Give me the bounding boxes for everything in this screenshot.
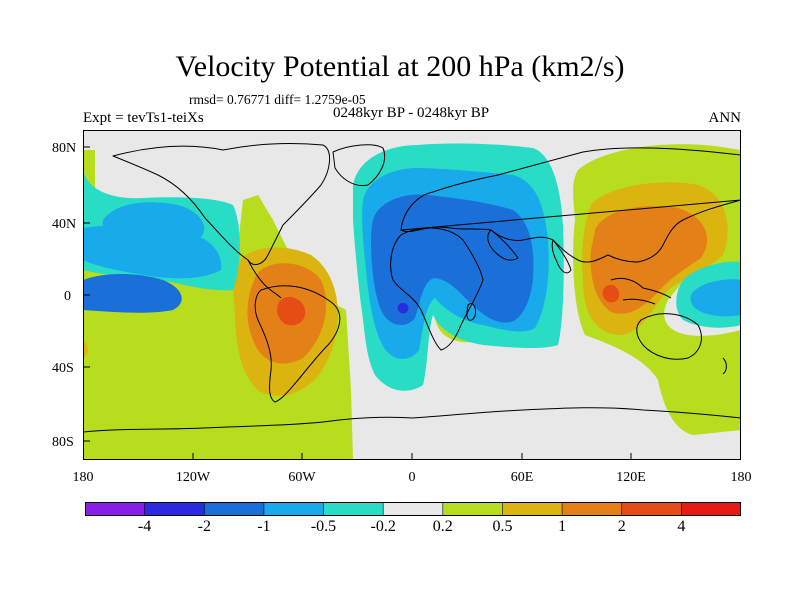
coast-antarctica [83, 407, 741, 433]
lon-label-60w: 60W [288, 470, 316, 485]
lat-label-40n: 40N [52, 217, 77, 232]
colorbar-label: -0.2 [370, 518, 396, 535]
colorbar-label: 0.2 [432, 518, 453, 535]
colorbar-swatch [681, 502, 741, 516]
lon-label-0: 0 [408, 470, 416, 485]
lon-label-180e: 180 [730, 470, 752, 485]
season-label: ANN [708, 110, 742, 126]
lon-label-120w: 120W [175, 470, 211, 485]
lat-label-80n: 80N [52, 141, 77, 156]
colorbar-swatch [203, 502, 265, 516]
coast-south-america [254, 285, 341, 403]
contour-pos-strong-pacific [590, 206, 708, 314]
period-label: 0248kyr BP - 0248kyr BP [332, 105, 490, 121]
coast-australia [636, 313, 702, 360]
coast-africa [390, 227, 484, 351]
colorbar-label: 2 [617, 518, 626, 535]
colorbar-swatch [502, 502, 563, 516]
colorbar-label: 1 [558, 518, 567, 535]
lon-label-60e: 60E [510, 470, 534, 485]
diff-value: diff= 1.2759e-05 [274, 92, 366, 107]
lat-label-80s: 80S [52, 435, 74, 450]
map-title: Velocity Potential at 200 hPa (km2/s) [175, 50, 625, 83]
lon-label-120e: 120E [616, 470, 646, 485]
lat-label-eq: 0 [64, 289, 71, 304]
colorbar-label: -4 [137, 518, 152, 535]
coastline-layer [83, 143, 741, 433]
colorbar-label: 0.5 [492, 518, 513, 535]
coast-north-america [112, 143, 330, 266]
contour-pos-core-samerica [277, 296, 306, 326]
colorbar-label: -0.5 [310, 518, 337, 535]
contour-neg-strong-africa [371, 194, 534, 325]
coast-new-zealand [722, 357, 727, 375]
colorbar-swatch [561, 502, 623, 516]
colorbar-swatch [382, 502, 444, 516]
contour-pos-mid-edge [83, 340, 88, 358]
stats-line: rmsd= 0.76771 diff= 1.2759e-05 [189, 92, 366, 108]
contour-neg-core-africa [397, 303, 409, 314]
colorbar-swatch [621, 502, 683, 516]
colorbar-swatch [442, 502, 504, 516]
colorbar-swatch [144, 502, 206, 516]
coast-greenland [332, 144, 386, 187]
colorbar [85, 502, 741, 516]
contour-neg-mid-dateline [690, 279, 741, 317]
coast-madagascar [466, 302, 476, 321]
colorbar-label: -1 [257, 518, 271, 535]
rmsd-value: rmsd= 0.76771 [189, 92, 271, 107]
coast-eurasia [400, 147, 741, 263]
contour-neg-strong-epacific [83, 274, 182, 313]
lon-label-180w: 180 [72, 470, 94, 485]
experiment-label: Expt = tevTs1-teiXs [83, 110, 204, 126]
contour-neg-mid-npacific [102, 202, 205, 244]
colorbar-label: -2 [197, 518, 211, 535]
contour-pos-core-pacific [602, 284, 620, 303]
colorbar-label: 4 [677, 518, 686, 535]
colorbar-swatch [263, 502, 325, 516]
tick-marks [83, 146, 632, 460]
lat-label-40s: 40S [52, 361, 74, 376]
map-panel [83, 130, 741, 460]
coast-india [551, 239, 572, 274]
coast-maritime-continent [610, 277, 672, 305]
colorbar-swatch [323, 502, 384, 516]
colorbar-swatch [85, 502, 146, 516]
coast-arabia [487, 229, 519, 261]
